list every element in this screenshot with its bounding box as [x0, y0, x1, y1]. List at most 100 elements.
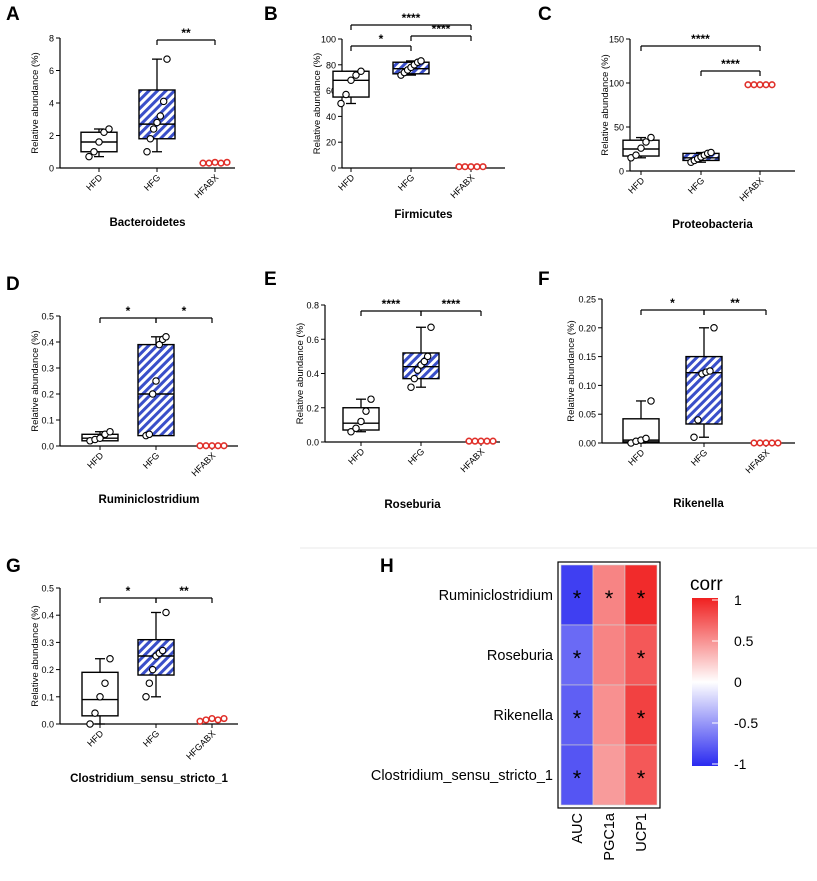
y-tick-label: 100 — [609, 79, 624, 89]
y-tick-label: 0 — [49, 164, 54, 174]
heatmap-star: * — [573, 706, 582, 731]
box-hfabx — [465, 437, 497, 445]
x-tick-label: HFABX — [458, 446, 486, 474]
data-point — [86, 720, 94, 728]
data-point — [208, 442, 216, 450]
chart-title: Rikenella — [673, 498, 724, 510]
y-tick-label: 0.5 — [41, 584, 54, 594]
data-point — [208, 714, 216, 723]
y-tick-label: 0 — [331, 164, 336, 174]
y-axis-label: Relative abundance (%) — [566, 320, 577, 421]
panel-letter: B — [264, 4, 278, 25]
heatmap-frame — [557, 561, 661, 809]
legend-tick-label: 0.5 — [734, 633, 754, 649]
legend-tick-label: -0.5 — [734, 715, 758, 731]
data-point — [647, 133, 655, 142]
data-point — [158, 646, 167, 655]
data-point — [143, 148, 151, 156]
x-tick-label: HFG — [141, 450, 162, 471]
data-point — [106, 654, 114, 663]
heatmap-star: * — [637, 766, 646, 791]
legend-tick-label: 1 — [734, 592, 742, 608]
data-point — [85, 152, 93, 161]
x-tick-label: HFABX — [448, 172, 476, 200]
data-point — [637, 144, 645, 152]
data-point — [202, 716, 210, 724]
chart-title: Proteobacteria — [672, 219, 753, 231]
heatmap-star: * — [637, 706, 646, 731]
heatmap-cell — [560, 744, 594, 806]
panel-b: B 0 20 40 60 80 100 Relative abundance (%) HFD HF… — [264, 4, 505, 221]
data-point — [214, 442, 222, 450]
heatmap-row-label: Ruminiclostridium — [439, 588, 553, 604]
data-point — [142, 693, 150, 701]
heatmap-col-label: AUC — [570, 813, 586, 844]
significance-bracket: * — [99, 304, 157, 323]
y-tick-label: 20 — [326, 138, 336, 148]
data-point — [479, 163, 487, 171]
y-axis-label: Relative abundance (%) — [312, 53, 323, 154]
box-hfg — [392, 57, 430, 79]
data-point — [471, 437, 479, 445]
data-point — [152, 377, 160, 385]
significance-label: **** — [402, 11, 421, 25]
x-tick-label: HFG — [141, 728, 162, 749]
x-tick-label: HFG — [406, 446, 427, 467]
data-point — [423, 352, 432, 361]
data-point — [223, 158, 231, 166]
y-tick-label: 6 — [49, 66, 54, 76]
data-point — [465, 437, 473, 445]
box-body — [685, 355, 723, 425]
data-point — [710, 324, 718, 332]
heatmap-star: * — [573, 586, 582, 611]
y-tick-label: 4 — [49, 99, 54, 109]
data-point — [756, 439, 764, 447]
data-point — [196, 442, 204, 450]
data-point — [347, 427, 355, 436]
data-point — [455, 163, 463, 171]
box-hfg — [137, 333, 175, 440]
y-tick-label: 150 — [609, 35, 624, 45]
significance-label: ** — [730, 296, 740, 310]
significance-label: ** — [181, 26, 191, 40]
data-point — [105, 125, 113, 133]
y-tick-label: 0.4 — [41, 611, 54, 621]
y-tick-label: 2 — [49, 131, 54, 141]
x-tick-label: HFD — [626, 175, 647, 196]
panel-letter: E — [264, 269, 277, 290]
panel-letter: H — [380, 556, 394, 577]
data-point — [342, 90, 350, 99]
y-tick-label: 0.15 — [578, 352, 596, 362]
box-hfd — [622, 133, 660, 162]
data-point — [145, 430, 154, 439]
data-point — [410, 374, 419, 383]
data-point — [148, 390, 157, 398]
data-point — [156, 112, 165, 120]
x-tick-label: HFD — [85, 450, 106, 471]
box-hfd — [81, 654, 119, 728]
y-tick-label: 0.8 — [306, 301, 319, 311]
data-point — [632, 151, 640, 159]
data-point — [211, 158, 219, 166]
significance-bracket: * — [350, 32, 412, 51]
heatmap-row-label: Clostridium_sensu_stricto_1 — [371, 768, 553, 784]
significance-label: * — [126, 584, 131, 598]
heatmap-col-label: UCP1 — [634, 813, 650, 852]
data-point — [420, 357, 429, 366]
data-point — [106, 427, 114, 436]
significance-label: * — [379, 32, 384, 46]
y-tick-label: 0.20 — [578, 323, 596, 333]
box-hfd — [81, 427, 119, 445]
data-point — [357, 67, 365, 76]
data-point — [153, 118, 161, 127]
x-tick-label: HFD — [626, 447, 647, 468]
panel-e: E 0.0 0.2 0.4 0.6 0.8 Relative abundance (%) HF… — [264, 269, 500, 511]
y-tick-label: 0.2 — [41, 665, 54, 675]
y-tick-label: 0.10 — [578, 381, 596, 391]
significance-label: * — [670, 296, 675, 310]
panel-letter: A — [6, 4, 20, 25]
data-point — [148, 665, 157, 674]
y-tick-label: 50 — [614, 123, 624, 133]
data-point — [199, 159, 207, 167]
y-tick-label: 0.6 — [306, 335, 319, 345]
